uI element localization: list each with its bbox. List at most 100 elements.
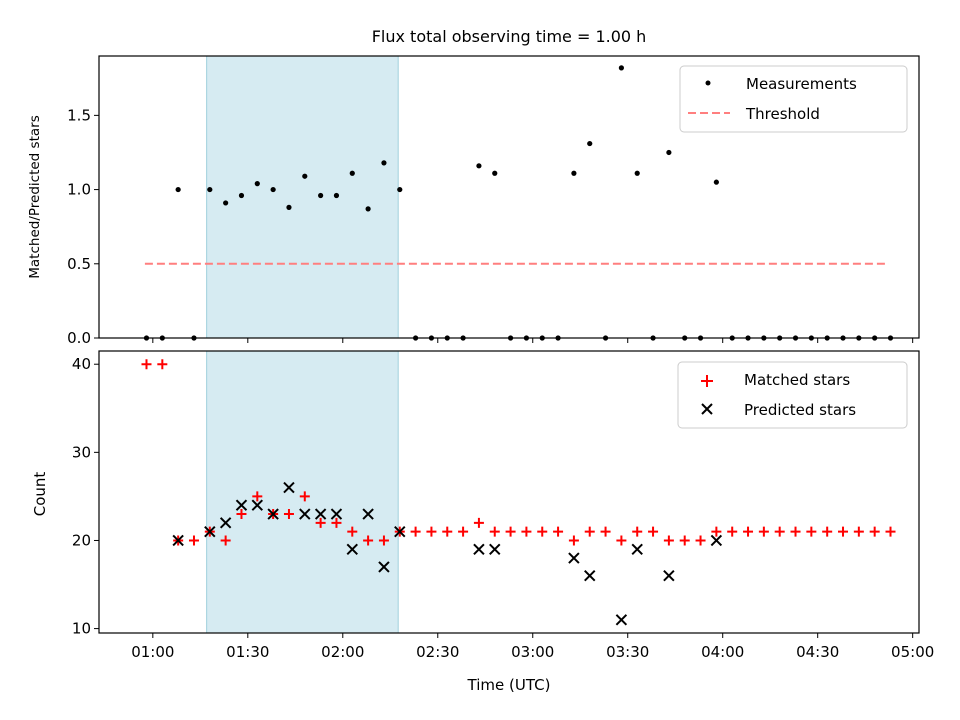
- predicted-star-point: [204, 525, 216, 538]
- bottom-axes-frame: [98, 350, 920, 634]
- matched-star-point: [410, 526, 421, 537]
- matched-star-point: [521, 526, 532, 537]
- matched-star-point: [727, 526, 738, 537]
- measurement-point: [286, 204, 292, 210]
- predicted-star-point: [362, 508, 374, 520]
- measurement-point: [571, 170, 577, 176]
- top-axes-frame: [98, 55, 920, 339]
- matched-star-point: [347, 526, 358, 537]
- matched-star-point: [648, 526, 659, 537]
- xtick-label: 01:30: [226, 643, 269, 661]
- xtick-label: 03:30: [606, 643, 649, 661]
- matched-star-point: [363, 535, 374, 546]
- bottom-ytick-label: 10: [72, 620, 91, 638]
- predicted-star-point: [235, 499, 248, 511]
- matched-star-point: [331, 517, 342, 528]
- top-legend: Measurements Threshold: [679, 65, 908, 133]
- bottom-series-layer: [141, 359, 896, 626]
- matched-star-point: [584, 526, 595, 537]
- matched-star-point: [853, 526, 864, 537]
- bottom-shaded-span: [206, 350, 399, 634]
- predicted-star-point: [219, 517, 232, 529]
- measurement-point: [318, 192, 324, 199]
- bottom-ytick-label: 40: [72, 355, 91, 373]
- measurement-point: [476, 163, 482, 169]
- measurement-point: [333, 192, 340, 199]
- matched-star-point: [632, 526, 643, 537]
- top-shaded-span: [206, 55, 399, 339]
- matched-star-point: [838, 526, 849, 537]
- xtick-label: 02:30: [416, 643, 459, 661]
- matched-star-point: [442, 526, 453, 537]
- matched-star-point: [695, 535, 706, 546]
- legend-threshold-label: Threshold: [745, 105, 820, 123]
- predicted-star-point: [394, 525, 406, 538]
- bottom-ticks-layer: 10 20 30 40 01:00 01:30 02:00 02:30 03:00 03:30 04…: [72, 355, 934, 661]
- bottom-ytick-label: 20: [72, 531, 91, 549]
- matched-star-point: [822, 526, 833, 537]
- measurement-point: [397, 186, 403, 193]
- chart-title: Flux total observing time = 1.00 h: [372, 27, 647, 46]
- top-ytick-label: 0.5: [67, 255, 91, 273]
- bottom-y-axis-label: Count: [31, 472, 49, 517]
- predicted-star-point: [568, 552, 580, 564]
- measurement-point: [634, 170, 640, 176]
- measurement-point: [302, 173, 308, 179]
- matched-star-point: [885, 526, 896, 537]
- xtick-label: 04:30: [796, 643, 839, 661]
- bottom-ytick-label: 30: [72, 443, 91, 461]
- measurement-point: [381, 160, 387, 166]
- measurement-point: [270, 186, 276, 193]
- matched-star-point: [869, 526, 880, 537]
- xtick-label: 05:00: [891, 643, 934, 661]
- predicted-star-point: [710, 534, 723, 547]
- measurement-point: [365, 206, 371, 212]
- measurement-point: [254, 181, 260, 187]
- top-legend-box: [679, 65, 908, 133]
- xtick-label: 01:00: [131, 643, 174, 661]
- matched-star-point: [600, 526, 611, 537]
- predicted-star-point: [615, 614, 628, 626]
- measurement-point: [587, 140, 593, 147]
- top-ticks-layer: 0.0 0.5 1.0 1.5: [67, 106, 914, 347]
- legend-matched-label: Matched stars: [744, 371, 850, 389]
- matched-star-point: [505, 526, 516, 537]
- xtick-label: 03:00: [511, 643, 554, 661]
- matched-star-point: [157, 359, 168, 370]
- top-ytick-label: 1.5: [67, 106, 91, 124]
- matched-star-point: [426, 526, 437, 537]
- top-panel: 0.0 0.5 1.0 1.5 Flux total observing time =…: [27, 27, 920, 347]
- legend-measurements-marker: [705, 80, 711, 86]
- top-ytick-label: 1.0: [67, 181, 91, 199]
- measurement-point: [238, 192, 245, 199]
- matched-star-point: [283, 509, 294, 520]
- matched-star-point: [236, 509, 247, 520]
- matched-star-point: [616, 535, 627, 546]
- x-axis-label: Time (UTC): [467, 676, 551, 694]
- bottom-legend-box: [677, 361, 908, 429]
- predicted-star-point: [584, 570, 596, 582]
- matched-star-point: [489, 526, 500, 537]
- predicted-star-point: [663, 570, 675, 582]
- matched-star-point: [790, 526, 801, 537]
- xtick-label: 04:00: [701, 643, 744, 661]
- measurement-point: [175, 186, 181, 193]
- matched-star-point: [378, 535, 389, 546]
- measurement-point: [207, 186, 213, 193]
- top-ytick-label: 0.0: [67, 329, 91, 347]
- measurement-point: [618, 65, 624, 71]
- predicted-star-point: [378, 561, 390, 573]
- measurement-point: [713, 179, 719, 185]
- matched-star-point: [220, 535, 231, 546]
- matched-star-point: [568, 535, 579, 546]
- matched-star-point: [188, 535, 199, 546]
- measurement-point: [666, 149, 672, 156]
- matched-star-point: [553, 526, 564, 537]
- legend-matched-marker: [701, 375, 713, 387]
- predicted-star-point: [172, 534, 184, 547]
- predicted-star-point: [267, 508, 279, 520]
- top-y-axis-label: Matched/Predicted stars: [27, 115, 43, 278]
- matched-star-point: [679, 535, 690, 546]
- predicted-star-point: [346, 543, 358, 555]
